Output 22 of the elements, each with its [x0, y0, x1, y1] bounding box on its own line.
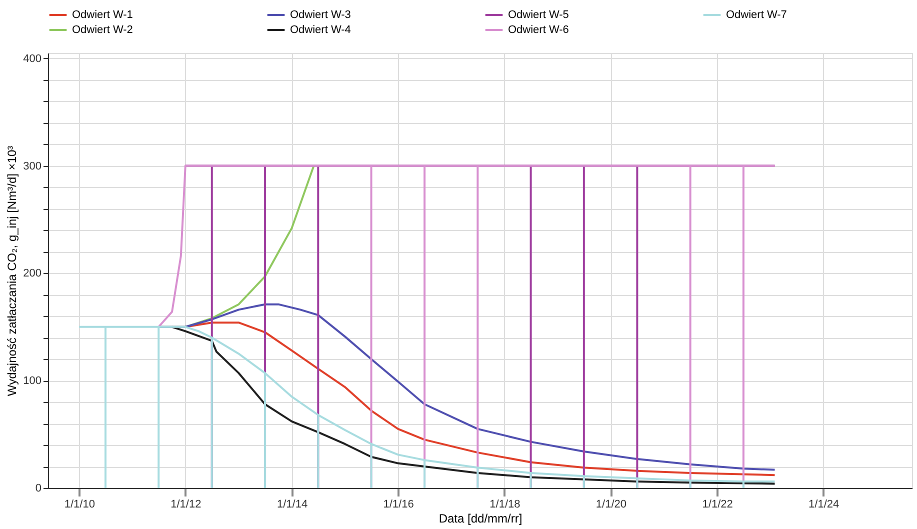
legend-label: Odwiert W-5 [508, 9, 569, 21]
legend-label: Odwiert W-6 [508, 24, 569, 36]
x-tick-label: 1/1/10 [64, 498, 95, 510]
legend-label: Odwiert W-4 [290, 24, 351, 36]
x-tick-label: 1/1/18 [490, 498, 520, 510]
x-tick-label: 1/1/24 [808, 498, 840, 510]
x-tick-label: 1/1/14 [277, 498, 308, 510]
x-tick-label: 1/1/12 [170, 498, 202, 510]
x-tick-label: 1/1/20 [596, 498, 627, 510]
y-axis-title: Wydajność zatłaczania CO₂, g_inj [Nm³/d] ×10³ [5, 146, 20, 396]
x-tick-label: 1/1/16 [383, 498, 414, 510]
y-tick-label: 100 [23, 375, 42, 388]
legend-label: Odwiert W-1 [72, 9, 133, 21]
x-tick-label: 1/1/22 [702, 498, 733, 510]
y-tick-label: 400 [23, 52, 42, 65]
y-tick-label: 0 [35, 482, 42, 494]
legend-label: Odwiert W-3 [290, 9, 351, 21]
y-tick-label: 200 [23, 268, 42, 280]
x-axis-title: Data [dd/mm/rr] [438, 512, 522, 526]
legend-label: Odwiert W-2 [72, 24, 133, 36]
y-tick-label: 300 [23, 160, 42, 172]
legend-label: Odwiert W-7 [726, 9, 787, 21]
